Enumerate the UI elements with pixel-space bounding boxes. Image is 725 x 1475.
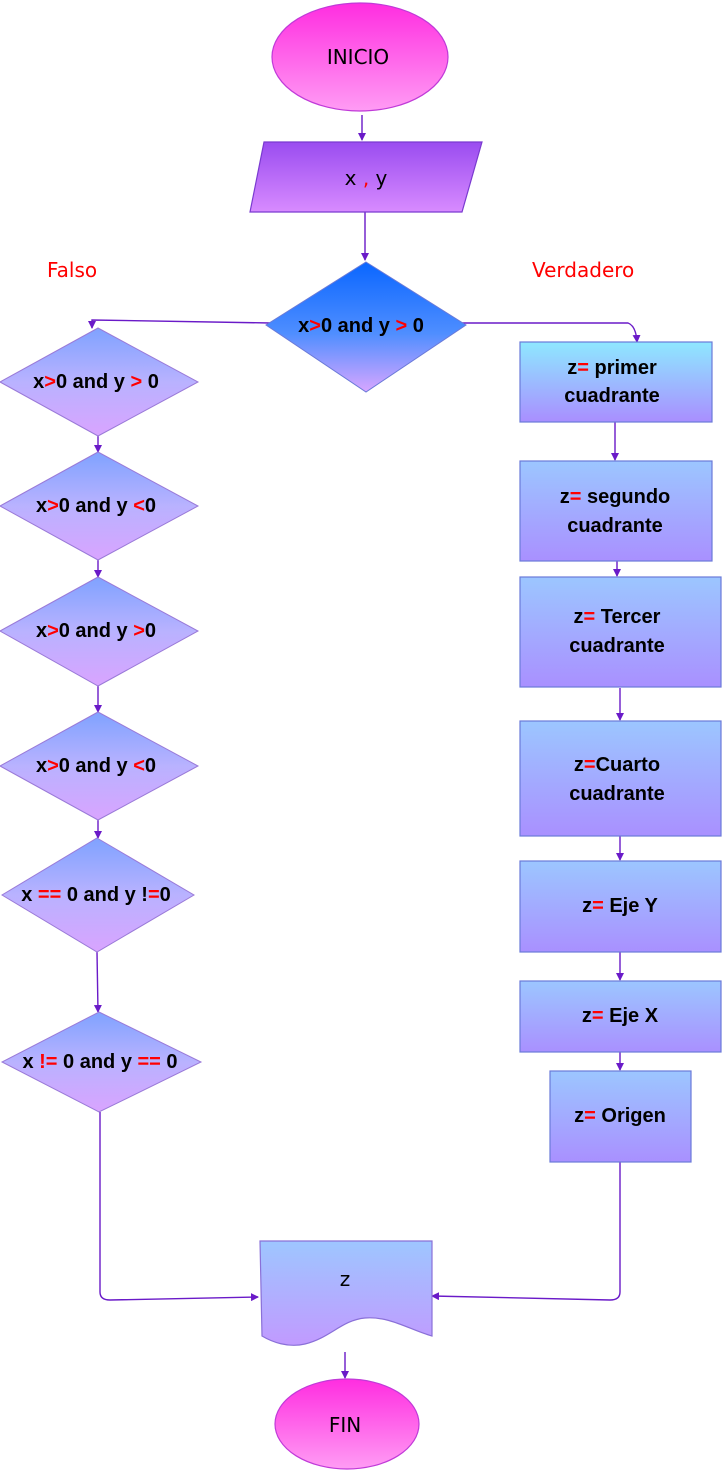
right-process-3: z= Tercer cuadrante [519, 576, 722, 688]
right-process-7: z= Origen [549, 1070, 692, 1163]
edge-true-branch [460, 322, 641, 343]
left-decision-3-label: x>0 and y >0 [36, 620, 156, 642]
right-process-2: z= segundo cuadrante [519, 460, 713, 562]
right-process-4-line2: cuadrante [569, 783, 665, 805]
right-process-1: z= primer cuadrante [519, 341, 713, 423]
left-decision-2: x>0 and y <0 [0, 451, 200, 561]
output-label: z [340, 1267, 351, 1291]
right-process-3-line2: cuadrante [569, 635, 665, 657]
left-decision-3: x>0 and y >0 [0, 576, 200, 687]
edge-right-to-output [431, 1162, 621, 1301]
decision-main-label: x>0 and y > 0 [298, 315, 424, 337]
right-process-7-line1: z= Origen [574, 1105, 666, 1127]
start-terminal: INICIO [271, 2, 449, 112]
right-process-3-line1: z= Tercer [574, 606, 661, 628]
right-process-4-line1: z=Cuarto [574, 754, 660, 776]
right-process-1-line2: cuadrante [564, 385, 660, 407]
right-process-6-line1: z= Eje X [582, 1005, 659, 1027]
input-shape: x , y [249, 141, 483, 213]
right-process-1-line1: z= primer [567, 357, 657, 379]
false-branch-label: Falso [47, 258, 97, 282]
right-process-5: z= Eje Y [519, 860, 722, 953]
right-process-6: z= Eje X [519, 980, 722, 1053]
right-process-2-line2: cuadrante [567, 515, 663, 537]
left-decision-6-label: x != 0 and y == 0 [22, 1051, 177, 1073]
edge-left-5-6 [93, 951, 102, 1013]
output-document: z [259, 1240, 433, 1346]
left-decision-4: x>0 and y <0 [0, 711, 200, 821]
input-separator: , [363, 166, 369, 190]
true-branch-label: Verdadero [532, 258, 634, 282]
end-terminal: FIN [274, 1378, 420, 1470]
left-decision-6: x != 0 and y == 0 [0, 1011, 203, 1113]
left-decision-1: x>0 and y > 0 [0, 327, 200, 437]
input-var-x: x [345, 166, 363, 190]
decision-main: x>0 and y > 0 [265, 261, 467, 393]
left-decision-2-label: x>0 and y <0 [36, 495, 156, 517]
input-label: x , y [345, 166, 388, 190]
connectors [88, 115, 641, 1379]
right-process-2-line1: z= segundo [560, 486, 671, 508]
left-decision-1-label: x>0 and y > 0 [33, 371, 159, 393]
input-var-y: y [369, 166, 387, 190]
left-decision-4-label: x>0 and y <0 [36, 755, 156, 777]
edge-false-branch [88, 319, 271, 329]
right-process-4: z=Cuarto cuadrante [519, 720, 722, 837]
left-decision-5-label: x == 0 and y !=0 [21, 884, 171, 906]
edge-left-to-output [99, 1112, 259, 1302]
end-label: FIN [329, 1413, 361, 1437]
start-label: INICIO [327, 45, 389, 69]
left-decision-5: x == 0 and y !=0 [1, 837, 195, 953]
right-process-5-line1: z= Eje Y [582, 895, 658, 917]
